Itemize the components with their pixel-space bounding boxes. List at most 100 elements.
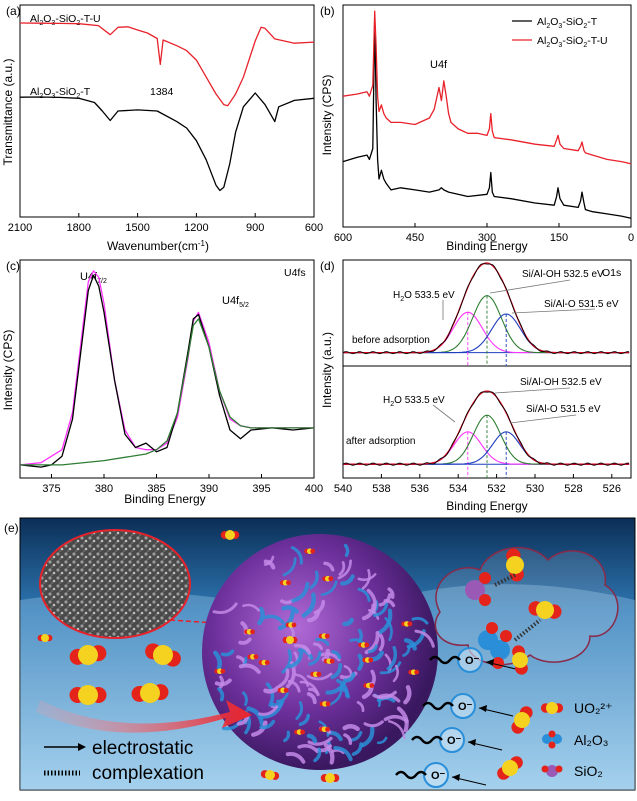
sphere-strand — [257, 606, 265, 626]
uranium-atom — [514, 712, 530, 728]
uranium-atom — [546, 702, 558, 714]
oxygen-atom — [479, 594, 491, 606]
label-electrostatic: electrostatic — [92, 738, 193, 759]
x-tick-label: 400 — [305, 483, 323, 495]
adsorbed-uranyl-o — [324, 633, 330, 639]
peak-label-u4f52: U4f5/2 — [222, 295, 249, 309]
surface-tether — [422, 701, 454, 711]
sphere-strand — [278, 668, 290, 688]
sphere-strand — [288, 650, 304, 669]
sphere-strand — [387, 587, 395, 599]
sphere-strand — [361, 568, 371, 590]
sphere-strand — [320, 652, 341, 662]
x-tick-label: 600 — [305, 222, 323, 234]
sphere-strand — [333, 745, 353, 762]
sphere-strand — [331, 748, 345, 755]
x-tick-label: 2100 — [8, 222, 32, 234]
uranium-atom — [225, 530, 235, 540]
sphere-strand — [372, 690, 397, 700]
sphere-texture — [212, 543, 435, 765]
oxygen-atom — [555, 765, 563, 773]
adsorbed-uranyl-o — [253, 654, 259, 660]
uranyl-molecule-icon — [540, 702, 564, 714]
label-before-adsorption: before adsorption — [352, 335, 430, 346]
o-minus-site — [450, 693, 476, 719]
alumina-molecule-icon — [542, 734, 552, 744]
series-line-1 — [342, 10, 632, 165]
sphere-strand — [360, 726, 375, 748]
sphere-strand — [351, 742, 363, 756]
sphere-strand — [373, 602, 389, 617]
sphere-strand — [301, 592, 316, 618]
sphere-strand — [281, 605, 299, 614]
label-after-adsorption: after adsorption — [346, 436, 416, 447]
label-pointer — [432, 404, 456, 423]
uranyl-molecule-icon — [512, 645, 528, 675]
sphere-strand — [308, 650, 322, 666]
panel-c-frame — [19, 259, 315, 479]
uranium-atom — [536, 601, 554, 619]
sphere-strand — [403, 685, 412, 705]
panel-d-tag: (d) — [320, 259, 335, 273]
o-minus-site — [439, 727, 465, 753]
label-pointer — [494, 387, 571, 394]
adsorbed-uranyl-o — [291, 622, 297, 628]
uranyl-molecule-icon — [497, 756, 523, 780]
adsorbed-uranyl-o — [364, 642, 370, 648]
sphere-strand — [265, 682, 275, 707]
series-line-0 — [19, 270, 314, 466]
panel-a-tag: (a) — [6, 4, 21, 18]
alumina-atom — [552, 734, 562, 744]
sphere-strand — [313, 600, 326, 615]
uranium-atom — [78, 645, 98, 665]
label-h2o-after: H2O 533.5 eV — [383, 395, 445, 408]
sphere-strand — [411, 616, 429, 625]
series-line-0 — [342, 17, 632, 219]
legend-b-t: Al2O3-SiO2-T — [537, 16, 598, 30]
sphere-strand — [363, 720, 384, 728]
sphere-strand — [308, 687, 320, 697]
sphere-strand — [242, 603, 260, 612]
oxygen-atom — [492, 657, 504, 669]
sphere-strand — [357, 587, 371, 602]
x-tick-label: 526 — [603, 483, 621, 495]
adsorbed-uranyl-o — [329, 658, 335, 664]
o-minus-label: O⁻ — [458, 701, 473, 713]
sphere-strand — [263, 685, 281, 694]
x-tick-label: 1500 — [125, 222, 149, 234]
x-tick-label: 538 — [372, 483, 390, 495]
electrostatic-arrowhead — [479, 705, 487, 712]
panel-d-ylabel: Intensity (a.u.) — [320, 332, 334, 408]
peak-label-1384: 1384 — [150, 86, 174, 98]
o-minus-site — [457, 647, 483, 673]
complexation-bond — [494, 573, 516, 587]
series-line-1 — [19, 274, 315, 468]
sphere-strand — [306, 692, 317, 705]
silica-molecule-icon — [465, 580, 485, 600]
x-tick-label: 536 — [411, 483, 429, 495]
silica-molecule-icon — [546, 765, 558, 777]
sphere-strand — [331, 650, 342, 660]
panel-d: (d) O1s 540 538 536 534 532 530 528 526 H2O 533… — [320, 259, 632, 513]
x-tick-label: 1200 — [184, 222, 208, 234]
adsorbed-uranyl-o — [328, 576, 334, 582]
x-tick-label: 534 — [449, 483, 467, 495]
sphere-strand — [321, 648, 331, 662]
sphere-strand — [329, 684, 343, 706]
sphere-strand — [220, 649, 235, 657]
panel-d-xlabel: Binding Energy — [446, 499, 527, 513]
electrostatic-arrowhead — [468, 739, 476, 746]
sphere-strand — [238, 663, 261, 674]
adsorbed-uranyl-o — [300, 729, 305, 735]
uranium-atom — [502, 760, 518, 776]
sphere-strand — [219, 675, 225, 689]
sphere-strand — [315, 637, 330, 646]
peak-label-u4f: U4f — [430, 59, 448, 71]
uranium-atom — [512, 652, 528, 668]
sphere-strand — [241, 691, 248, 707]
uranium-atom — [286, 636, 294, 644]
label-sioh-after: Si/Al-OH 532.5 eV — [520, 377, 602, 388]
raw-line — [342, 391, 630, 466]
oxygen-atom — [541, 765, 549, 773]
